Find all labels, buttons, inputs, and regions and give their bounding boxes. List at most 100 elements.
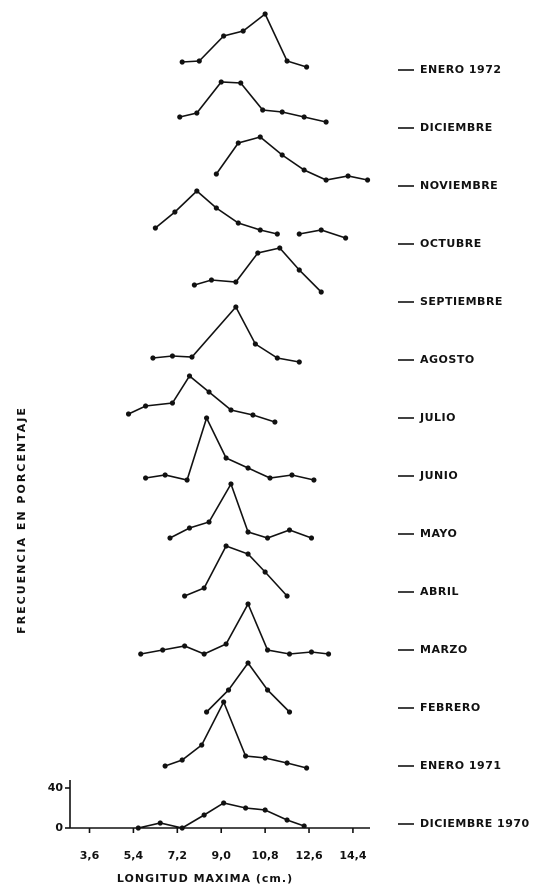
- data-point: [206, 389, 212, 395]
- series-line: [128, 374, 276, 423]
- data-point: [199, 742, 205, 748]
- y-axis-label: FRECUENCIA EN PORCENTAJE: [15, 406, 28, 634]
- data-point: [203, 709, 210, 715]
- data-point: [235, 140, 241, 146]
- x-tick-label: 5,4: [124, 849, 144, 862]
- data-point: [286, 651, 293, 657]
- data-point: [182, 593, 188, 599]
- data-point: [255, 250, 261, 256]
- data-point: [262, 755, 268, 761]
- data-point: [223, 641, 229, 647]
- series-line: [154, 189, 346, 239]
- data-point: [203, 415, 210, 421]
- data-point: [235, 220, 241, 226]
- data-point: [272, 419, 278, 425]
- data-point: [186, 525, 193, 531]
- data-point: [245, 465, 251, 471]
- data-point: [218, 79, 224, 85]
- y-tick-label: 0: [55, 821, 63, 834]
- series-line: [169, 482, 312, 539]
- data-point: [135, 825, 141, 831]
- series-line: [145, 415, 315, 481]
- series-label: MARZO: [420, 643, 468, 656]
- x-tick-label: 10,8: [252, 849, 279, 862]
- series-label: ABRIL: [420, 585, 459, 598]
- data-point: [228, 407, 234, 413]
- data-point: [125, 411, 132, 417]
- data-point: [201, 651, 207, 657]
- series-line: [215, 136, 368, 181]
- data-point: [323, 119, 329, 125]
- data-point: [162, 763, 168, 769]
- data-point: [301, 167, 307, 173]
- data-point: [277, 245, 283, 251]
- x-tick-label: 7,2: [168, 849, 188, 862]
- data-point: [179, 59, 185, 65]
- data-point: [245, 601, 251, 607]
- data-point: [257, 134, 263, 140]
- data-point: [245, 551, 251, 557]
- data-point: [279, 109, 285, 115]
- x-tick-label: 3,6: [80, 849, 100, 862]
- data-point: [284, 593, 290, 599]
- data-point: [221, 699, 227, 705]
- x-tick-label: 14,4: [339, 849, 366, 862]
- data-point: [143, 403, 149, 409]
- series-label: DICIEMBRE: [420, 121, 493, 134]
- data-point: [225, 687, 232, 693]
- data-point: [245, 529, 251, 535]
- data-point: [208, 277, 215, 283]
- series-label: NOVIEMBRE: [420, 179, 498, 192]
- data-point: [194, 110, 200, 116]
- data-point: [260, 107, 266, 113]
- data-point: [179, 825, 185, 831]
- data-point: [262, 11, 268, 17]
- data-point: [194, 188, 200, 194]
- series-line: [164, 700, 307, 769]
- series-line: [152, 305, 300, 363]
- data-point: [264, 647, 271, 653]
- series-line: [206, 661, 291, 713]
- data-point: [179, 757, 185, 763]
- data-point: [296, 231, 302, 237]
- data-point: [303, 765, 310, 771]
- data-point: [303, 64, 310, 70]
- data-point: [274, 355, 280, 361]
- data-point: [169, 400, 176, 406]
- data-point: [308, 649, 315, 655]
- series-line: [179, 81, 327, 123]
- data-point: [221, 33, 227, 39]
- series-label: MAYO: [420, 527, 457, 540]
- data-point: [196, 58, 202, 64]
- data-point: [274, 231, 280, 237]
- data-point: [308, 535, 315, 541]
- data-point: [143, 475, 149, 481]
- data-point: [184, 477, 190, 483]
- data-point: [262, 569, 268, 575]
- data-point: [172, 209, 178, 215]
- data-point: [167, 535, 173, 541]
- data-point: [240, 28, 246, 34]
- series-line: [184, 545, 288, 597]
- data-point: [325, 651, 332, 657]
- series-label: JUNIO: [419, 469, 458, 482]
- data-point: [264, 535, 271, 541]
- data-point: [301, 114, 307, 120]
- data-point: [289, 472, 295, 478]
- data-point: [284, 58, 290, 64]
- data-point: [252, 341, 258, 347]
- data-point: [318, 227, 324, 233]
- data-point: [286, 527, 293, 533]
- y-tick-label: 40: [48, 781, 64, 794]
- data-point: [201, 585, 207, 591]
- data-point: [243, 753, 249, 759]
- data-point: [345, 173, 351, 179]
- x-axis-label: LONGITUD MAXIMA (cm.): [117, 872, 293, 885]
- series-label: FEBRERO: [420, 701, 481, 714]
- series-label: SEPTIEMBRE: [420, 295, 503, 308]
- data-point: [233, 304, 239, 310]
- data-point: [323, 177, 329, 183]
- data-point: [233, 279, 239, 285]
- series-line: [140, 602, 329, 655]
- data-point: [177, 114, 183, 120]
